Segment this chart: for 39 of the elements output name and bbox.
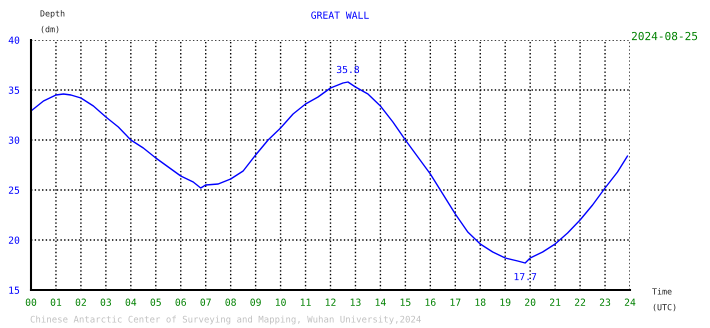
x-tick-label: 23 [600,298,610,306]
annotation: 35.8 [336,66,360,74]
x-tick-label: 10 [276,298,286,306]
y-tick-label: 40 [8,36,20,44]
annotation: 17.7 [514,273,536,280]
x-tick-label: 19 [500,298,510,306]
line-series [31,81,628,264]
x-tick-label: 22 [574,298,586,306]
x-tick-label: 00 [26,298,36,306]
x-tick-label: 14 [376,298,386,306]
x-tick-label: 02 [76,298,86,306]
x-tick-label: 18 [476,298,486,306]
x-tick-label: 01 [50,298,62,306]
x-tick-label: 21 [550,298,560,306]
x-tick-label: 20 [525,298,536,306]
x-axis-title: Time (UTC) [652,288,676,312]
x-tick-label: 13 [350,298,361,306]
x-tick-label: 03 [100,298,111,306]
y-tick-label: 20 [8,236,20,244]
x-tick-label: 06 [176,298,186,306]
y-tick-label: 35 [8,86,20,94]
x-tick-label: 07 [200,298,211,306]
y-tick-label: 15 [9,286,20,294]
x-tick-label: 15 [400,298,410,306]
text: 2024-08-25 [632,32,698,40]
x-tick-label: 05 [150,298,161,306]
x-tick-label: 04 [126,298,136,306]
text: Chinese Antarctic Center of Surveying and Mapping, Wuhan University,2024 [30,316,421,324]
x-tick-label: 11 [300,298,311,306]
y-tick-label: 25 [8,186,20,194]
x-tick-label: 16 [426,298,436,306]
x-tick-label: 24 [624,298,636,306]
x-tick-label: 17 [450,298,460,306]
y-axis-title: Depth (dm) [40,10,64,34]
x-tick-label: 08 [225,298,236,306]
y-tick-label: 30 [8,136,20,144]
x-tick-label: 12 [326,298,336,306]
chart-title: GREAT WALL [311,11,369,19]
x-tick-label: 09 [250,298,261,306]
